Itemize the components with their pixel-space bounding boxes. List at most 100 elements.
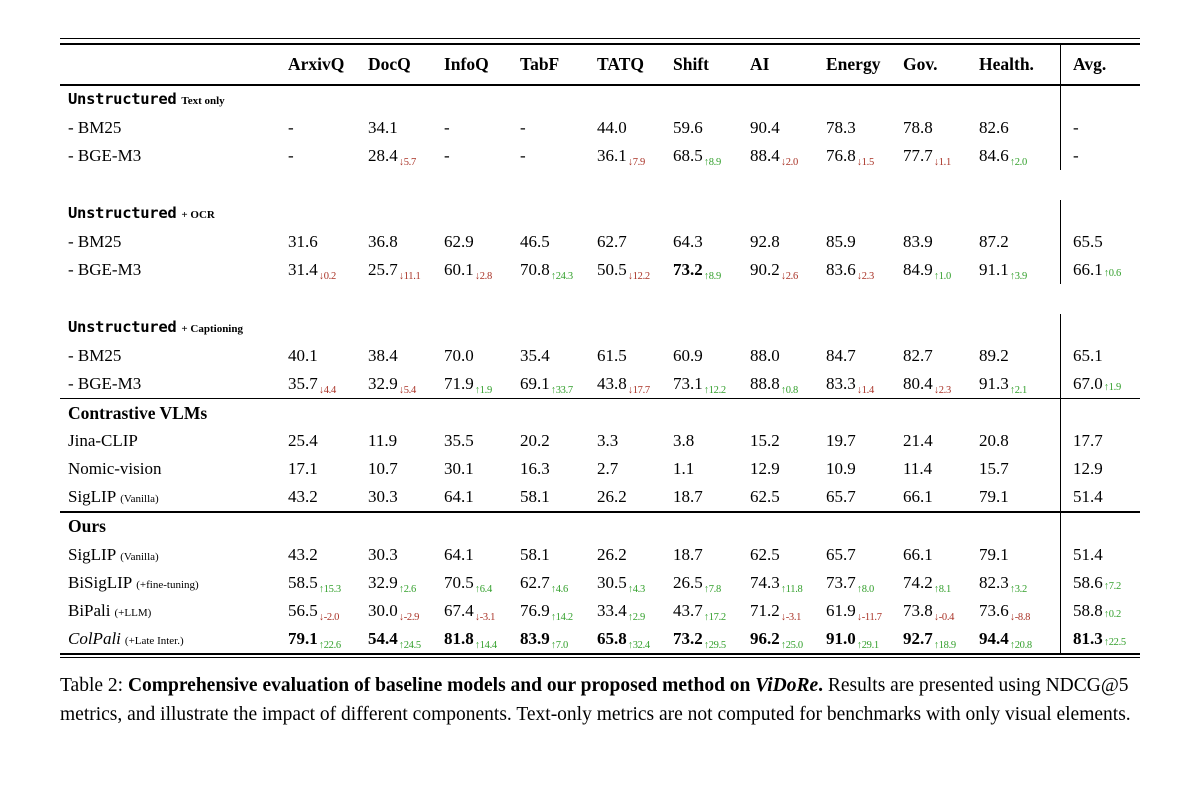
group-name: Unstructured: [68, 318, 177, 337]
metric-value: 91.0: [826, 628, 856, 648]
table-row: - BGE-M3 31.4↓0.2 25.7↓11.1 60.1↓2.8 70.8↑24…: [60, 255, 1140, 284]
metric-cell: 61.9↓-11.7: [826, 601, 903, 623]
delta-up-badge: ↑3.9: [1009, 270, 1027, 282]
model-name: BiPali: [68, 600, 111, 620]
caption-label: Table 2:: [60, 675, 128, 696]
metric-cell: 36.8: [368, 232, 444, 252]
metric-cell: 67.4↓-3.1: [444, 601, 520, 623]
model-name: - BGE-M3: [68, 259, 142, 279]
metric-cell: 58.5↑15.3: [288, 573, 368, 595]
delta-up-badge: ↑17.2: [703, 611, 726, 623]
row-label: - BM25: [60, 118, 288, 138]
metric-value: 67.0: [1073, 373, 1103, 393]
metric-value: 10.9: [826, 459, 856, 479]
metric-value: 84.7: [826, 345, 856, 365]
delta-up-badge: ↑25.0: [780, 639, 803, 651]
metric-cell: 87.2: [979, 232, 1060, 252]
metric-value: 82.3: [979, 572, 1009, 592]
metric-value: 28.4: [368, 145, 398, 165]
delta-up-badge: ↑22.6: [318, 639, 341, 651]
metric-value: 62.5: [750, 487, 780, 507]
metric-value: 71.2: [750, 600, 780, 620]
metric-cell: 33.4↑2.9: [597, 600, 673, 623]
metric-value: -: [444, 145, 450, 165]
metric-cell: 30.0↓-2.9: [368, 601, 444, 623]
metric-cell: 17.1: [288, 459, 368, 479]
delta-down-badge: ↓1.1: [933, 156, 951, 168]
metric-cell: 43.2: [288, 487, 368, 507]
metric-cell: 10.7: [368, 459, 444, 479]
metric-cell: 82.7: [903, 346, 979, 366]
group-qualifier: Text only: [181, 95, 225, 108]
metric-value: 32.9: [368, 373, 398, 393]
metric-cell: 66.1 ↑0.6: [1060, 255, 1140, 284]
metric-value: 31.6: [288, 231, 318, 251]
metric-cell: 51.4: [1060, 483, 1140, 512]
metric-value: 88.8: [750, 373, 780, 393]
row-label: - BGE-M3: [60, 260, 288, 280]
column-header: TabF: [520, 54, 560, 75]
row-label: ColPali (+Late Inter.): [60, 629, 288, 649]
metric-cell: 36.1↓7.9: [597, 146, 673, 168]
metric-cell: 54.4↑24.5: [368, 628, 444, 651]
metric-cell: 58.1: [520, 545, 597, 565]
metric-cell: 65.1: [1060, 341, 1140, 370]
delta-up-badge: ↑0.6: [1103, 268, 1121, 280]
model-name: - BM25: [68, 117, 122, 137]
metric-value: 44.0: [597, 117, 627, 137]
metric-cell: 21.4: [903, 431, 979, 451]
metric-value: 92.7: [903, 628, 933, 648]
delta-down-badge: ↓2.3: [933, 384, 951, 396]
model-variant: (Vanilla): [120, 493, 159, 506]
metric-value: 81.3: [1073, 628, 1103, 648]
metric-value: 88.4: [750, 145, 780, 165]
metric-cell: -: [444, 146, 520, 166]
metric-value: 21.4: [903, 431, 933, 451]
metric-value: 54.4: [368, 628, 398, 648]
metric-value: 33.4: [597, 600, 627, 620]
metric-value: 84.9: [903, 259, 933, 279]
metric-value: 78.3: [826, 117, 856, 137]
model-name: - BGE-M3: [68, 373, 142, 393]
metric-value: 35.4: [520, 345, 550, 365]
table-row: Jina-CLIP 25.4 11.9 35.5 20.2 3.3 3.8 15.2 19.7 2…: [60, 427, 1140, 456]
metric-cell: 96.2↑25.0: [750, 629, 826, 651]
metric-cell: 73.7↑8.0: [826, 573, 903, 595]
metric-cell: 50.5↓12.2: [597, 260, 673, 282]
delta-down-badge: ↓2.3: [856, 270, 874, 282]
metric-cell: 79.1: [979, 487, 1060, 507]
metric-value: 64.1: [444, 544, 474, 564]
metric-value: 20.8: [979, 431, 1009, 451]
metric-cell: 65.5: [1060, 227, 1140, 256]
group-label: Unstructured + Captioning: [60, 318, 1060, 337]
model-name: - BM25: [68, 345, 122, 365]
delta-up-badge: ↑4.6: [550, 583, 568, 595]
metric-cell: 20.8: [979, 431, 1060, 451]
delta-up-badge: ↑7.0: [550, 639, 568, 651]
metric-value: 76.8: [826, 145, 856, 165]
metric-value: 11.9: [368, 431, 398, 451]
metric-cell: 88.4↓2.0: [750, 145, 826, 168]
metric-cell: 90.4: [750, 118, 826, 138]
metric-cell: 26.2: [597, 487, 673, 507]
metric-cell: 28.4↓5.7: [368, 145, 444, 168]
metric-value: 10.7: [368, 459, 398, 479]
metric-value: 91.1: [979, 259, 1009, 279]
metric-cell: 74.3↑11.8: [750, 573, 826, 595]
metric-value: 66.1: [1073, 259, 1103, 279]
metric-value: 15.7: [979, 459, 1009, 479]
metric-cell: 81.8↑14.4: [444, 629, 520, 651]
delta-up-badge: ↑6.4: [474, 583, 492, 595]
caption-benchmark-name: ViDoRe: [755, 675, 819, 696]
metric-cell: 81.3 ↑22.5: [1060, 624, 1140, 653]
delta-down-badge: ↓1.4: [856, 384, 874, 396]
group-header: Unstructured Text only: [60, 85, 1140, 114]
table-row: Nomic-vision 17.1 10.7 30.1 16.3 2.7 1.1 12.9 10…: [60, 455, 1140, 484]
row-label: Nomic-vision: [60, 459, 288, 479]
metric-cell: -: [520, 146, 597, 166]
metric-value: 70.0: [444, 345, 474, 365]
metric-cell: 19.7: [826, 431, 903, 451]
metric-cell: 94.4↑20.8: [979, 629, 1060, 651]
delta-down-badge: ↓-0.4: [933, 611, 955, 623]
